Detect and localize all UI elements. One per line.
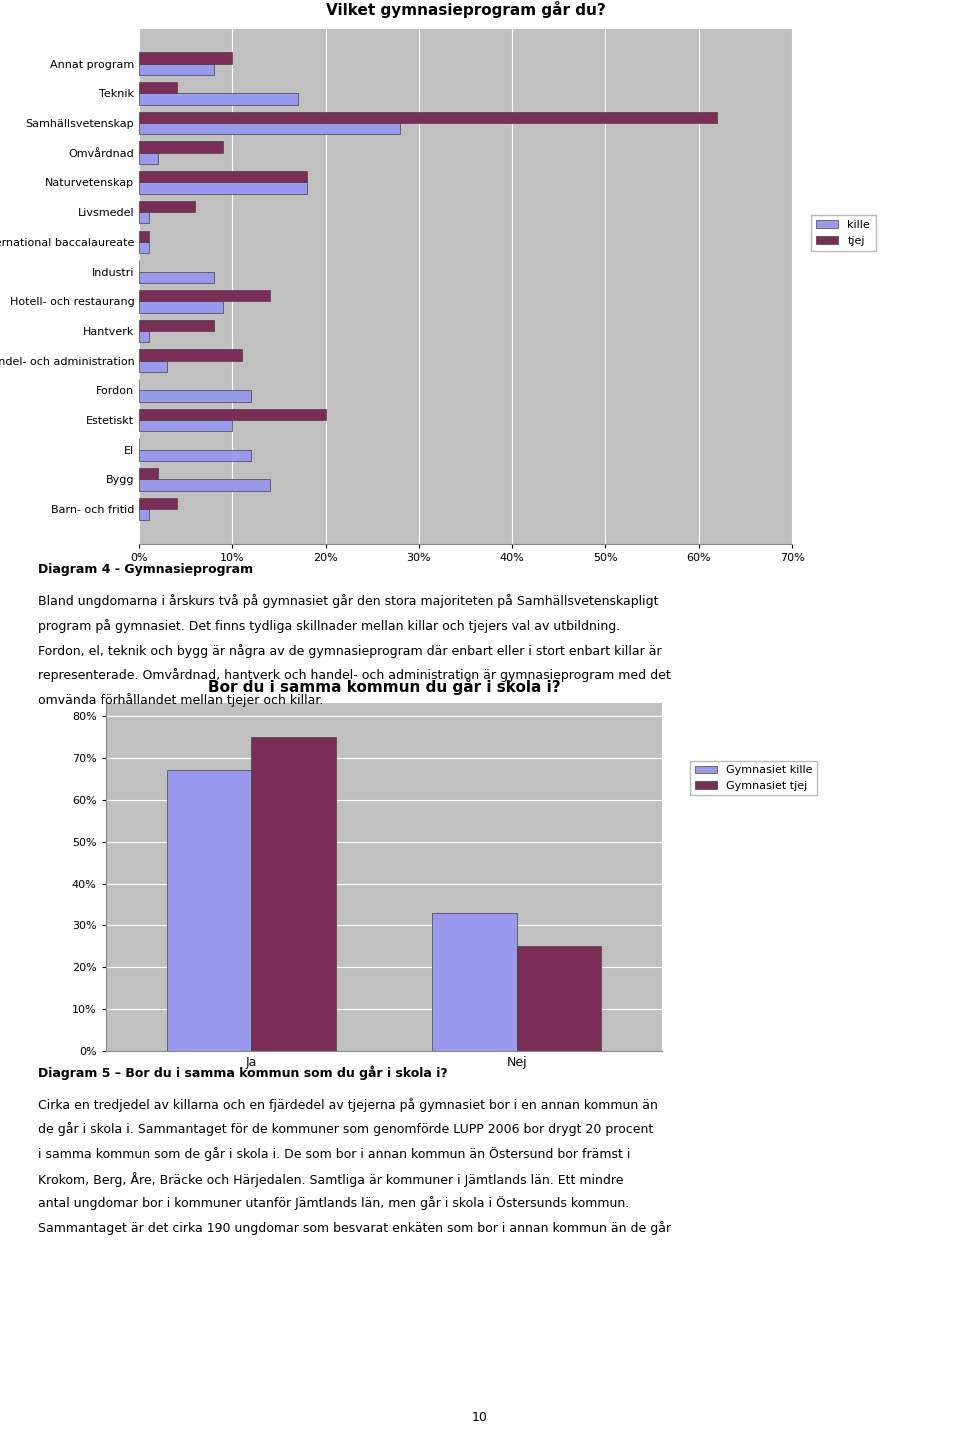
Bar — [139, 509, 149, 521]
Text: Sammantaget är det cirka 190 ungdomar som besvarat enkäten som bor i annan kommu: Sammantaget är det cirka 190 ungdomar so… — [38, 1221, 672, 1235]
Bar — [139, 450, 252, 461]
Bar — [139, 361, 167, 371]
Title: Vilket gymnasieprogram går du?: Vilket gymnasieprogram går du? — [325, 1, 606, 17]
Bar — [139, 409, 325, 420]
Text: omvända förhållandet mellan tjejer och killar.: omvända förhållandet mellan tjejer och k… — [38, 693, 324, 708]
Text: Cirka en tredjedel av killarna och en fjärdedel av tjejerna på gymnasiet bor i e: Cirka en tredjedel av killarna och en fj… — [38, 1098, 659, 1112]
Bar — [139, 52, 232, 64]
Bar — [139, 390, 252, 402]
Bar — [252, 737, 336, 1051]
Bar — [139, 112, 717, 123]
Bar — [139, 271, 214, 283]
Bar — [432, 914, 516, 1051]
Bar — [139, 123, 400, 135]
Bar — [139, 468, 157, 480]
Bar — [516, 947, 601, 1051]
Text: representerade. Omvårdnad, hantverk och handel- och administration är gymnasiepr: representerade. Omvårdnad, hantverk och … — [38, 668, 671, 683]
Bar — [139, 212, 149, 223]
Text: Diagram 4 - Gymnasieprogram: Diagram 4 - Gymnasieprogram — [38, 563, 253, 576]
Text: 10: 10 — [472, 1411, 488, 1424]
Bar — [139, 171, 307, 183]
Bar — [139, 231, 149, 242]
Text: Fordon, el, teknik och bygg är några av de gymnasieprogram där enbart eller i st: Fordon, el, teknik och bygg är några av … — [38, 644, 662, 658]
Legend: Gymnasiet kille, Gymnasiet tjej: Gymnasiet kille, Gymnasiet tjej — [690, 761, 817, 796]
Text: program på gymnasiet. Det finns tydliga skillnader mellan killar och tjejers val: program på gymnasiet. Det finns tydliga … — [38, 619, 621, 634]
Text: i samma kommun som de går i skola i. De som bor i annan kommun än Östersund bor : i samma kommun som de går i skola i. De … — [38, 1147, 631, 1161]
Text: de går i skola i. Sammantaget för de kommuner som genomförde LUPP 2006 bor drygt: de går i skola i. Sammantaget för de kom… — [38, 1122, 654, 1137]
Title: Bor du i samma kommun du går i skola i?: Bor du i samma kommun du går i skola i? — [207, 679, 561, 695]
Bar — [139, 480, 270, 490]
Bar — [139, 93, 298, 104]
Text: antal ungdomar bor i kommuner utanför Jämtlands län, men går i skola i Östersund: antal ungdomar bor i kommuner utanför Jä… — [38, 1196, 630, 1211]
Bar — [139, 349, 242, 361]
Bar — [139, 420, 232, 431]
Text: Krokom, Berg, Åre, Bräcke och Härjedalen. Samtliga är kommuner i Jämtlands län. : Krokom, Berg, Åre, Bräcke och Härjedalen… — [38, 1172, 624, 1186]
Bar — [139, 83, 177, 93]
Bar — [139, 497, 177, 509]
Bar — [139, 183, 307, 194]
Text: Bland ungdomarna i årskurs två på gymnasiet går den stora majoriteten på Samhäll: Bland ungdomarna i årskurs två på gymnas… — [38, 594, 659, 609]
Bar — [139, 290, 270, 302]
Bar — [139, 331, 149, 342]
Bar — [167, 770, 252, 1051]
Bar — [139, 242, 149, 254]
Bar — [139, 64, 214, 75]
Legend: kille, tjej: kille, tjej — [810, 215, 876, 251]
Bar — [139, 302, 223, 313]
Bar — [139, 142, 223, 152]
Bar — [139, 152, 157, 164]
Bar — [139, 202, 195, 212]
Text: Diagram 5 – Bor du i samma kommun som du går i skola i?: Diagram 5 – Bor du i samma kommun som du… — [38, 1066, 448, 1080]
Bar — [139, 319, 214, 331]
